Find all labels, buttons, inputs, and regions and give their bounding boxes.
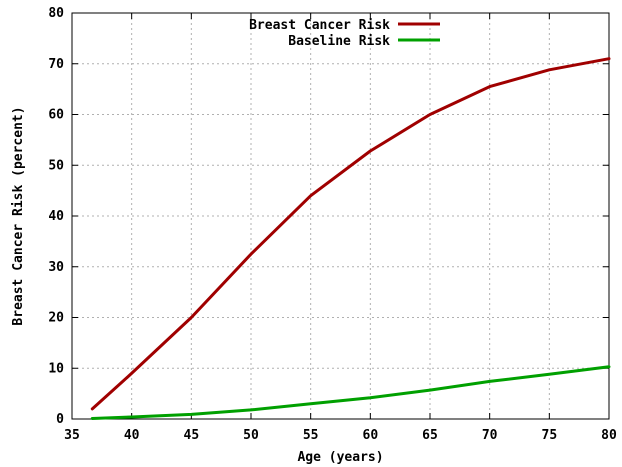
- x-tick-label: 45: [184, 428, 200, 443]
- x-tick-label: 75: [542, 428, 558, 443]
- y-tick-label: 80: [48, 6, 64, 21]
- grid: [72, 13, 609, 419]
- x-tick-label: 80: [601, 428, 617, 443]
- plot-frame: [71, 12, 610, 420]
- y-tick-label: 10: [48, 361, 64, 376]
- legend-label: Baseline Risk: [288, 34, 390, 49]
- series-line-0: [90, 57, 611, 411]
- x-tick-label: 70: [482, 428, 498, 443]
- y-tick-label: 70: [48, 57, 64, 72]
- x-tick-label: 35: [64, 428, 80, 443]
- series-lines: [90, 57, 611, 420]
- x-axis-title: Age (years): [297, 450, 383, 465]
- x-tick-label: 65: [422, 428, 438, 443]
- x-tick-label: 55: [303, 428, 319, 443]
- y-tick-label: 0: [56, 412, 64, 427]
- series-line-1: [90, 365, 611, 420]
- y-tick-label: 60: [48, 108, 64, 123]
- y-tick-label: 20: [48, 311, 64, 326]
- legend-label: Breast Cancer Risk: [249, 18, 390, 33]
- x-tick-label: 60: [363, 428, 379, 443]
- y-tick-label: 50: [48, 158, 64, 173]
- x-tick-label: 50: [243, 428, 259, 443]
- y-axis-title: Breast Cancer Risk (percent): [11, 106, 26, 325]
- y-tick-label: 30: [48, 260, 64, 275]
- x-tick-label: 40: [124, 428, 140, 443]
- axis-ticks: 35 40 45 50 55 60 65 70 75 80 0 10 20 30 40 50 60 70 80: [48, 6, 617, 443]
- y-tick-label: 40: [48, 209, 64, 224]
